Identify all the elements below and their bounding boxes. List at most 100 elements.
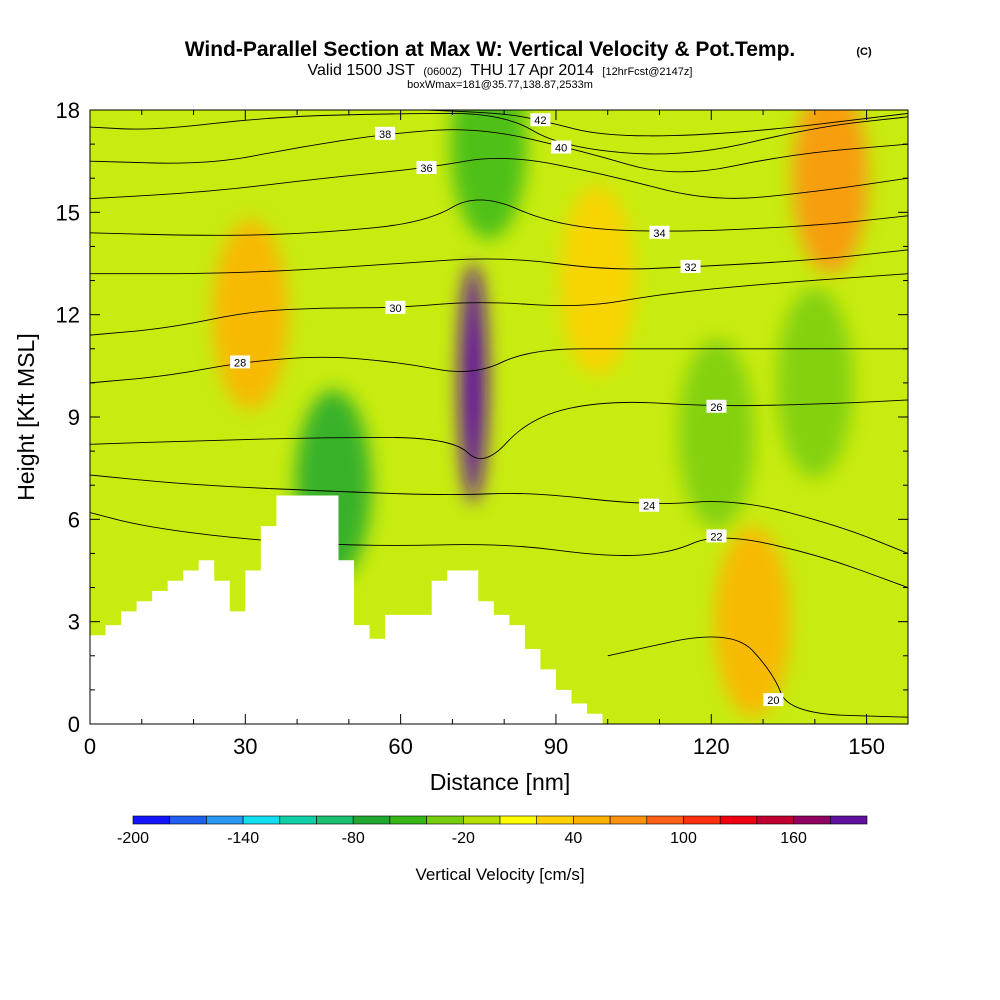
contour-label-32: 32 [684, 262, 696, 274]
x-tick-label-150: 150 [848, 734, 885, 759]
contour-34 [90, 199, 908, 236]
copyright-mark: (C) [856, 46, 872, 58]
colorbar-swatch-16 [719, 815, 758, 825]
colorbar-swatch-13 [609, 815, 648, 825]
y-tick-label-6: 6 [68, 507, 80, 532]
potential-temperature-contours [90, 110, 908, 718]
x-tick-label-120: 120 [693, 734, 730, 759]
colorbar-swatch-15 [683, 815, 721, 825]
chart-title: Wind-Parallel Section at Max W: Vertical… [185, 38, 796, 61]
contour-label-bg-38 [375, 126, 396, 140]
colorbar-swatch-6 [352, 815, 391, 825]
colorbar-swatch-9 [462, 815, 501, 825]
contour-30 [90, 273, 908, 336]
y-tick-label-15: 15 [56, 200, 80, 225]
contour-labels: 20 22 24 26 28 30 32 34 36 38 40 42 [230, 113, 784, 707]
colorbar [132, 815, 868, 825]
colorbar-swatch-3 [242, 815, 281, 825]
contour-28 [90, 348, 908, 384]
contour-label-bg-34 [649, 225, 670, 239]
colorbar-label--140: -140 [227, 830, 259, 847]
valid-prefix: Valid 1500 JST [308, 62, 416, 79]
box-info: boxWmax=181@35.77,138.87,2533m [407, 79, 593, 91]
contour-40 [90, 112, 908, 155]
colorbar-swatch-18 [793, 815, 831, 825]
y-tick-label-0: 0 [68, 712, 80, 737]
velocity-feature-4 [559, 185, 636, 376]
colorbar-title: Vertical Velocity [cm/s] [415, 865, 584, 884]
colorbar-swatch-14 [646, 815, 684, 825]
colorbar-swatch-2 [206, 815, 244, 825]
colorbar-label--20: -20 [452, 830, 475, 847]
velocity-core-0 [467, 322, 480, 443]
velocity-feature-8 [714, 526, 791, 717]
contour-label-bg-40 [551, 140, 572, 154]
terrain-mask [90, 495, 908, 724]
x-tick-label-0: 0 [84, 734, 96, 759]
contour-label-40: 40 [555, 143, 567, 155]
contour-label-22: 22 [710, 531, 722, 543]
contour-label-36: 36 [420, 163, 432, 175]
x-axis: 0 30 60 90 120 150 [84, 110, 885, 759]
colorbar-label-160: 160 [780, 830, 807, 847]
contour-label-bg-42 [530, 113, 551, 127]
x-tick-label-60: 60 [388, 734, 412, 759]
contour-label-bg-30 [385, 300, 406, 314]
velocity-feature-3 [212, 219, 289, 410]
contour-42 [426, 110, 908, 137]
y-tick-label-3: 3 [68, 610, 80, 635]
colorbar-label--80: -80 [342, 830, 365, 847]
contour-label-30: 30 [389, 303, 401, 315]
contour-24 [90, 474, 908, 554]
contour-label-28: 28 [234, 357, 246, 369]
contour-38 [90, 129, 908, 173]
contour-label-bg-32 [680, 259, 701, 273]
contour-label-bg-24 [639, 498, 660, 512]
contour-label-42: 42 [534, 115, 546, 127]
colorbar-swatch-0 [132, 815, 171, 825]
colorbar-label-40: 40 [565, 830, 583, 847]
colorbar-swatch-11 [536, 815, 574, 825]
contour-label-20: 20 [767, 695, 779, 707]
velocity-feature-1 [450, 110, 527, 240]
valid-line: Valid 1500 JST (0600Z) THU 17 Apr 2014 [… [308, 62, 693, 79]
x-axis-label: Distance [nm] [430, 769, 571, 795]
y-tick-label-18: 18 [56, 98, 80, 123]
contour-label-bg-22 [706, 529, 727, 543]
colorbar-tick-labels: -200 -140 -80 -20 40 100 160 [117, 830, 807, 847]
forecast-info: [12hrFcst@2147z] [602, 66, 692, 78]
colorbar-swatch-4 [279, 815, 317, 825]
velocity-feature-6 [776, 287, 853, 478]
valid-date: THU 17 Apr 2014 [470, 62, 594, 79]
y-tick-label-9: 9 [68, 405, 80, 430]
y-tick-label-12: 12 [56, 303, 80, 328]
contour-22 [90, 512, 908, 588]
contour-36 [90, 157, 908, 200]
x-tick-label-30: 30 [233, 734, 257, 759]
colorbar-swatch-1 [169, 815, 207, 825]
colorbar-swatch-17 [756, 815, 794, 825]
colorbar-swatch-10 [499, 815, 538, 825]
colorbar-label--200: -200 [117, 830, 149, 847]
contour-label-34: 34 [653, 228, 665, 240]
colorbar-label-100: 100 [670, 830, 697, 847]
velocity-feature-7 [792, 110, 869, 274]
x-tick-label-90: 90 [544, 734, 568, 759]
velocity-field [212, 110, 869, 717]
plot-area: 20 22 24 26 28 30 32 34 36 38 40 42 [90, 110, 908, 724]
contour-20 [607, 636, 908, 718]
contour-26 [90, 399, 908, 460]
velocity-feature-5 [678, 339, 755, 530]
colorbar-swatch-5 [316, 815, 354, 825]
contour-label-24: 24 [643, 501, 655, 513]
contour-label-38: 38 [379, 129, 391, 141]
colorbar-swatch-7 [389, 815, 427, 825]
colorbar-swatch-12 [573, 815, 611, 825]
valid-utc: (0600Z) [423, 66, 462, 78]
contour-label-26: 26 [710, 402, 722, 414]
contour-label-bg-20 [763, 693, 784, 707]
colorbar-swatch-19 [829, 815, 868, 825]
contour-label-bg-36 [416, 160, 437, 174]
